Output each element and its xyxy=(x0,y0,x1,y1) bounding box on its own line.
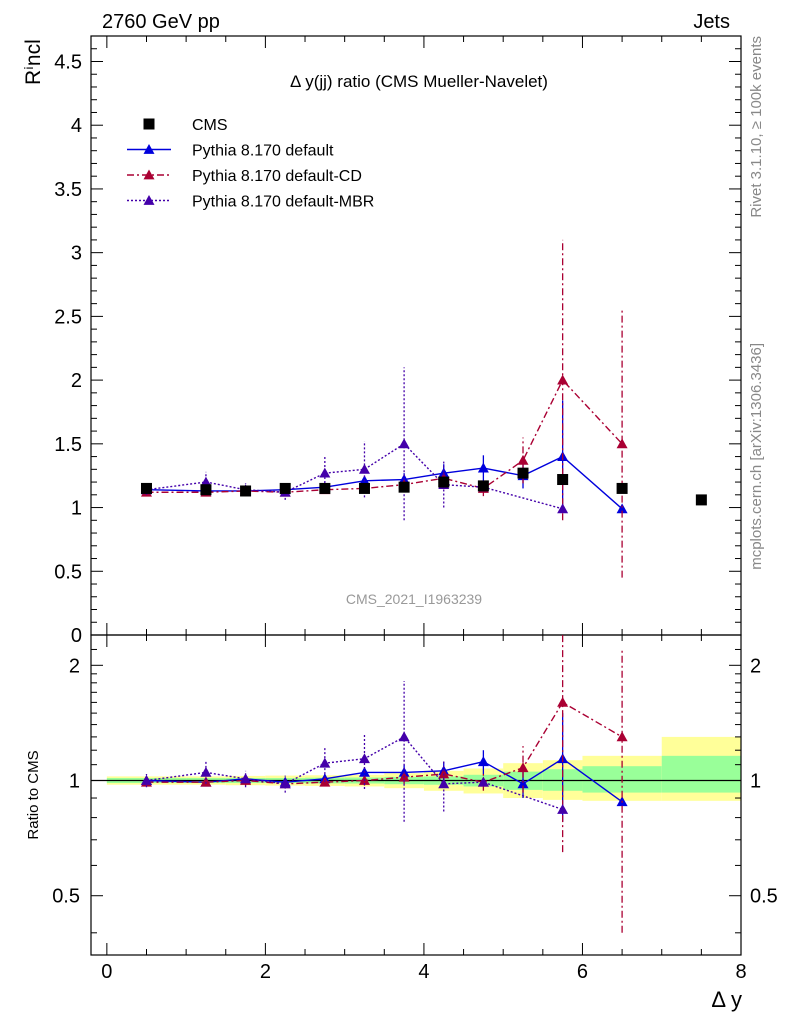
y-tick-label: 2 xyxy=(71,370,82,392)
legend-label: Pythia 8.170 default-MBR xyxy=(192,194,374,211)
ratio-line-cd xyxy=(146,701,623,785)
series-layer xyxy=(140,239,707,933)
ratio-tick-label-right: 1 xyxy=(750,771,761,793)
legend-marker-cd xyxy=(143,169,155,180)
y-tick-label: 1.5 xyxy=(54,434,82,456)
ratio-marker-default xyxy=(517,778,529,789)
data-point-cms xyxy=(319,482,331,494)
ratio-tick-label-left: 1 xyxy=(69,771,80,793)
ratio-marker-mbr xyxy=(358,753,370,764)
legend-marker-mbr xyxy=(143,195,155,205)
watermark: CMS_2021_I1963239 xyxy=(346,591,482,607)
data-point-cms xyxy=(477,480,489,492)
band-inner xyxy=(661,755,741,793)
ratio-marker-mbr xyxy=(398,731,410,742)
data-point-cms xyxy=(517,467,529,479)
ratio-marker-default xyxy=(477,756,489,767)
ratio-series xyxy=(140,635,628,933)
ratio-y-axis-label: Ratio to CMS xyxy=(25,750,42,839)
data-point-cms xyxy=(438,476,450,488)
ratio-marker-cd xyxy=(438,768,450,779)
main-series xyxy=(140,239,707,578)
marker-default xyxy=(616,503,628,514)
marker-cd xyxy=(616,438,628,449)
ratio-marker-mbr xyxy=(319,757,331,768)
ratio-tick-label-left: 2 xyxy=(69,655,80,677)
ratio-marker-mbr xyxy=(279,778,291,789)
series-line-cd xyxy=(146,378,623,493)
y-axis-label: Rⁱncl xyxy=(22,39,45,85)
ratio-marker-cd xyxy=(200,776,212,787)
ratio-marker-mbr xyxy=(477,776,489,787)
x-tick-label: 4 xyxy=(418,961,429,983)
data-point-cms xyxy=(557,474,569,486)
data-point-cms xyxy=(358,482,370,494)
y-tick-label: 1 xyxy=(71,498,82,520)
marker-mbr xyxy=(319,467,331,478)
y-tick-label: 0.5 xyxy=(54,561,82,583)
header-energy-label: 2760 GeV pp xyxy=(102,11,220,33)
marker-cd xyxy=(517,454,529,465)
ratio-frame xyxy=(90,634,742,956)
legend-label: Pythia 8.170 default-CD xyxy=(192,168,362,185)
marker-mbr xyxy=(398,438,410,449)
series-line-mbr xyxy=(146,442,563,510)
chart-title: Δ y(jj) ratio (CMS Mueller-Navelet) xyxy=(290,72,548,91)
x-tick-label: 8 xyxy=(735,961,746,983)
x-tick-label: 2 xyxy=(260,961,271,983)
marker-mbr xyxy=(358,463,370,474)
x-tick-label: 6 xyxy=(577,961,588,983)
ratio-marker-cd xyxy=(517,762,529,773)
mcplots-label: mcplots.cern.ch [arXiv:1306.3436] xyxy=(748,343,765,570)
data-point-cms xyxy=(398,481,410,493)
data-point-cms xyxy=(616,482,628,494)
data-point-cms xyxy=(279,482,291,494)
marker-cd xyxy=(557,374,569,385)
marker-default xyxy=(438,467,450,478)
marker-mbr xyxy=(200,476,212,487)
marker-mbr xyxy=(557,503,569,514)
legend: CMS Pythia 8.170 default Pythia 8.170 defa… xyxy=(127,117,374,211)
y-tick-label: 4.5 xyxy=(54,51,82,73)
x-axis-label: Δ y xyxy=(711,987,742,1012)
marker-default xyxy=(477,462,489,473)
y-tick-label: 3 xyxy=(71,243,82,265)
header-process-label: Jets xyxy=(693,11,730,33)
ratio-marker-mbr xyxy=(240,773,252,784)
legend-label: CMS xyxy=(192,117,228,134)
ratio-tick-label-left: 0.5 xyxy=(52,886,80,908)
data-point-cms xyxy=(200,484,212,496)
ratio-marker-mbr xyxy=(200,766,212,777)
y-tick-label: 2.5 xyxy=(54,306,82,328)
ratio-line-default xyxy=(146,757,623,803)
ratio-line-mbr xyxy=(146,736,563,811)
ratio-marker-mbr xyxy=(557,803,569,814)
data-point-cms xyxy=(695,494,707,506)
legend-marker-default xyxy=(143,144,155,154)
x-tick-label: 0 xyxy=(101,961,112,983)
data-point-cms xyxy=(240,485,252,497)
axes-layer: 0 2 4 6 8 0 0.5 1 1.5 2 2.5 3 3.5 4 4.5 0.5 1 2 0.5 1 2 xyxy=(52,35,778,983)
ratio-tick-label-right: 0.5 xyxy=(750,886,778,908)
data-point-cms xyxy=(140,482,152,494)
ratio-tick-label-right: 2 xyxy=(750,655,761,677)
ratio-marker-cd xyxy=(616,731,628,742)
y-tick-label: 4 xyxy=(71,115,82,137)
y-tick-label: 0 xyxy=(71,625,82,647)
ratio-marker-mbr xyxy=(438,778,450,789)
legend-marker-cms xyxy=(143,118,155,130)
ratio-marker-mbr xyxy=(140,775,152,785)
rivet-label: Rivet 3.1.10, ≥ 100k events xyxy=(748,36,765,218)
ratio-marker-cd xyxy=(557,696,569,707)
legend-label: Pythia 8.170 default xyxy=(192,143,334,160)
y-tick-label: 3.5 xyxy=(54,179,82,201)
